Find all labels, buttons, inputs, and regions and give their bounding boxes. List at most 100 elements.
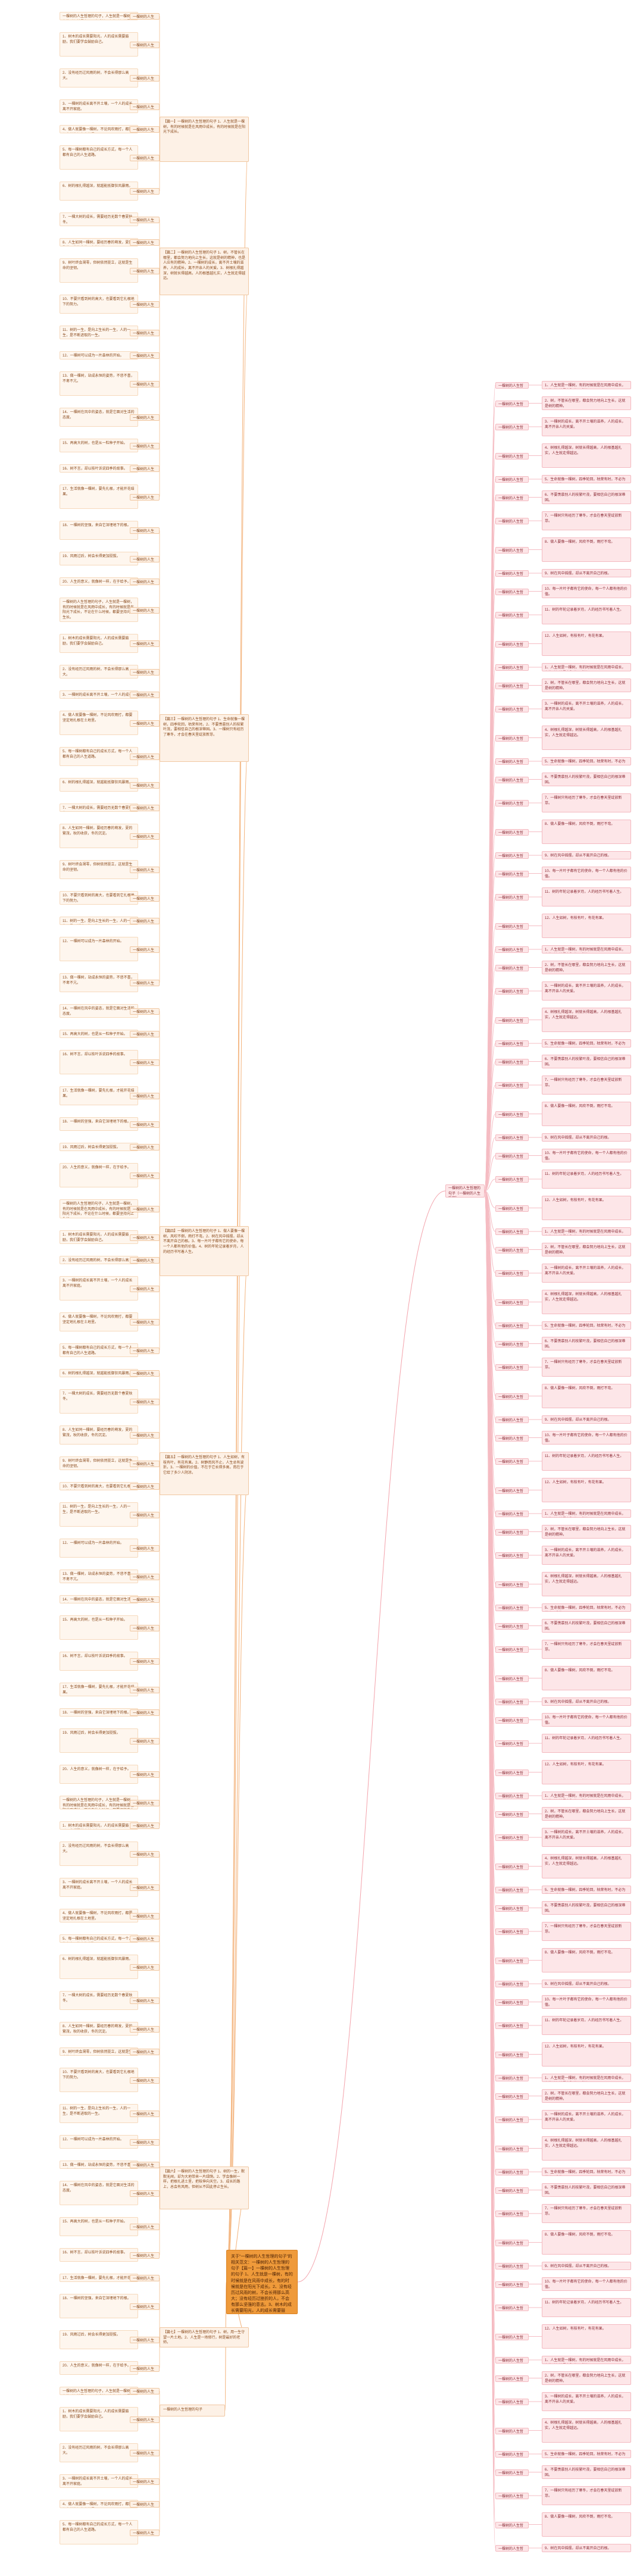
leaf-item-right[interactable]: 11、树的年轮记录着岁月，人的经历书写着人生。 bbox=[542, 605, 631, 624]
leaf-item-right[interactable]: 11、树的年轮记录着岁月，人的经历书写着人生。 bbox=[542, 2298, 631, 2317]
leaf-item-right[interactable]: 6、不要羡慕别人的枝繁叶茂，要相信自己的根深蒂固。 bbox=[542, 2183, 631, 2197]
leaf-tag[interactable]: 一棵树的人生哲理的句子 bbox=[130, 1884, 160, 1891]
leaf-tag-right[interactable]: 一棵树的人生哲理的句子 bbox=[495, 1228, 529, 1235]
leaf-tag-right[interactable]: 一棵树的人生哲理的句子 bbox=[495, 964, 529, 971]
leaf-tag-right[interactable]: 一棵树的人生哲理的句子 bbox=[495, 1811, 529, 1818]
leaf-tag-right[interactable]: 一棵树的人生哲理的句子 bbox=[495, 1675, 529, 1682]
leaf-item-right[interactable]: 2、树，不管长在哪里，都会努力地向上生长，这就是树的精神。 bbox=[542, 679, 631, 692]
leaf-tag-right[interactable]: 一棵树的人生哲理的句子 bbox=[495, 382, 529, 389]
leaf-tag[interactable]: 一棵树的人生哲理的句子 bbox=[130, 1059, 160, 1066]
leaf-item[interactable]: 6、树的根扎得越深，就越能抵御狂风暴雨。 bbox=[60, 182, 138, 201]
leaf-item[interactable]: 10、不要只看到树的高大，也要看到它扎根地下的努力。 bbox=[60, 2068, 138, 2092]
leaf-item-right[interactable]: 2、树，不管长在哪里，都会努力地向上生长，这就是树的精神。 bbox=[542, 396, 631, 410]
leaf-tag[interactable]: 一棵树的人生哲理的句子 bbox=[130, 1658, 160, 1665]
leaf-item[interactable]: 20、人生的意义，就像树一样，在于给予。 bbox=[60, 1163, 138, 1187]
leaf-item[interactable]: 16、树不言，却以枝叶诉说四季的故事。 bbox=[60, 464, 138, 473]
leaf-item[interactable]: 2、没有经历过风雨的树，不会长得那么高大。 bbox=[60, 2443, 138, 2462]
leaf-tag-right[interactable]: 一棵树的人生哲理的句子 bbox=[495, 1999, 529, 2006]
leaf-tag-right[interactable]: 一棵树的人生哲理的句子 bbox=[495, 2145, 529, 2152]
leaf-tag[interactable]: 一棵树的人生哲理的句子 bbox=[130, 754, 160, 760]
leaf-item[interactable]: 8、人生如同一棵树，要经历春的萌发，夏的繁茂，秋的收获，冬的沉淀。 bbox=[60, 824, 138, 848]
leaf-item[interactable]: 12、一棵树可以成为一片森林的开始。 bbox=[60, 351, 138, 359]
leaf-tag-right[interactable]: 一棵树的人生哲理的句子 bbox=[495, 1717, 529, 1724]
leaf-tag-right[interactable]: 一棵树的人生哲理的句子 bbox=[495, 2357, 529, 2364]
leaf-item[interactable]: 7、一棵大树的成长，需要经历无数个春夏秋冬。 bbox=[60, 804, 138, 812]
leaf-item-right[interactable]: 3、一棵树的成长，离不开土壤的滋养，人的成长，离不开亲人的关爱。 bbox=[542, 2110, 631, 2129]
leaf-item-right[interactable]: 12、人生如树，有枝有叶，有花有果。 bbox=[542, 2042, 631, 2067]
leaf-item-right[interactable]: 6、不要羡慕别人的枝繁叶茂，要相信自己的根深蒂固。 bbox=[542, 773, 631, 786]
leaf-tag[interactable]: 一棵树的人生哲理的句子 bbox=[130, 946, 160, 953]
leaf-tag-right[interactable]: 一棵树的人生哲理的句子 bbox=[495, 2075, 529, 2081]
leaf-item-right[interactable]: 8、做人要像一棵树，风吹不倒，雨打不弯。 bbox=[542, 1102, 631, 1126]
leaf-tag-right[interactable]: 一棵树的人生哲理的句子 bbox=[495, 1246, 529, 1253]
leaf-item-right[interactable]: 2、树，不管长在哪里，都会努力地向上生长，这就是树的精神。 bbox=[542, 961, 631, 974]
leaf-tag[interactable]: 一棵树的人生哲理的句子 bbox=[130, 154, 160, 161]
leaf-tag-right[interactable]: 一棵树的人生哲理的句子 bbox=[495, 2187, 529, 2194]
leaf-tag-right[interactable]: 一棵树的人生哲理的句子 bbox=[495, 1887, 529, 1893]
leaf-item-right[interactable]: 4、树根扎得越深，树就长得越高，人的根基越扎实，人生就走得越远。 bbox=[542, 1854, 631, 1878]
leaf-tag-right[interactable]: 一棵树的人生哲理的句子 bbox=[495, 1176, 529, 1183]
leaf-item-right[interactable]: 1、人生就是一棵树，有的时候就是在风雨中成长，有的时候就是在阳光下成长。 bbox=[542, 1509, 631, 1518]
leaf-item-right[interactable]: 9、树在风中摇摆，却从不离开自己的根。 bbox=[542, 1697, 631, 1706]
leaf-tag[interactable]: 一棵树的人生哲理的句子 bbox=[130, 2501, 160, 2508]
leaf-tag-right[interactable]: 一棵树的人生哲理的句子 bbox=[495, 776, 529, 783]
leaf-item[interactable]: 17、生活就像一棵树，要先扎根，才能开花结果。 bbox=[60, 1683, 138, 1696]
leaf-item-right[interactable]: 2、树，不管长在哪里，都会努力地向上生长，这就是树的精神。 bbox=[542, 1243, 631, 1256]
branch-node[interactable]: 【篇二】一棵树的人生哲理的句子 1、树，不管长在哪里，都会努力地向上生长，这就是… bbox=[160, 248, 249, 295]
leaf-tag[interactable]: 一棵树的人生哲理的句子 bbox=[130, 805, 160, 811]
leaf-item-right[interactable]: 1、人生就是一棵树，有的时候就是在风雨中成长，有的时候就是在阳光下成长。 bbox=[542, 381, 631, 389]
leaf-tag-right[interactable]: 一棵树的人生哲理的句子 bbox=[495, 2399, 529, 2405]
leaf-tag-right[interactable]: 一棵树的人生哲理的句子 bbox=[495, 518, 529, 524]
leaf-tag-right[interactable]: 一棵树的人生哲理的句子 bbox=[495, 1511, 529, 1517]
leaf-tag[interactable]: 一棵树的人生哲理的句子 bbox=[130, 1121, 160, 1128]
leaf-item-right[interactable]: 6、不要羡慕别人的枝繁叶茂，要相信自己的根深蒂固。 bbox=[542, 1619, 631, 1633]
leaf-item[interactable]: 13、做一棵树，站成永恒的姿势，不悲不喜，不卑不亢。 bbox=[60, 2161, 138, 2169]
leaf-item-right[interactable]: 11、树的年轮记录着岁月，人的经历书写着人生。 bbox=[542, 1734, 631, 1753]
leaf-item-right[interactable]: 12、人生如树，有枝有叶，有花有果。 bbox=[542, 2324, 631, 2349]
leaf-item-right[interactable]: 3、一棵树的成长，离不开土壤的滋养，人的成长，离不开亲人的关爱。 bbox=[542, 1828, 631, 1847]
leaf-item-right[interactable]: 2、树，不管长在哪里，都会努力地向上生长，这就是树的精神。 bbox=[542, 1525, 631, 1539]
branch-node[interactable]: 【篇四】一棵树的人生哲理的句子 1、做人要像一棵树，风吹不倒，雨打不弯。2、树在… bbox=[160, 1226, 249, 1276]
leaf-item[interactable]: 4、做人就要像一棵树，不论风吹雨打，都要坚定地扎根在土地里。 bbox=[60, 2500, 138, 2508]
leaf-item-right[interactable]: 10、每一片叶子都有它的使命，每一个人都有他的价值。 bbox=[542, 1995, 631, 2009]
leaf-tag-right[interactable]: 一棵树的人生哲理的句子 bbox=[495, 476, 529, 483]
leaf-item[interactable]: 16、树不言，却以枝叶诉说四季的故事。 bbox=[60, 1050, 138, 1074]
leaf-tag[interactable]: 一棵树的人生哲理的句子 bbox=[130, 527, 160, 534]
leaf-tag-right[interactable]: 一棵树的人生哲理的句子 bbox=[495, 1434, 529, 1442]
leaf-item[interactable]: 18、一棵树的坚强，来自它深埋地下的根。 bbox=[60, 1117, 138, 1131]
leaf-item[interactable]: 9、树叶终会凋零，但树依然挺立，这就是生命的坚韧。 bbox=[60, 860, 138, 879]
leaf-tag-right[interactable]: 一棵树的人生哲理的句子 bbox=[495, 588, 529, 595]
leaf-tag-right[interactable]: 一棵树的人生哲理的句子 bbox=[495, 1393, 529, 1400]
leaf-tag-right[interactable]: 一棵树的人生哲理的句子 bbox=[495, 2263, 529, 2269]
leaf-item-right[interactable]: 12、人生如树，有枝有叶，有花有果。 bbox=[542, 1760, 631, 1784]
leaf-item-right[interactable]: 12、人生如树，有枝有叶，有花有果。 bbox=[542, 1478, 631, 1502]
leaf-tag-right[interactable]: 一棵树的人生哲理的句子 bbox=[495, 1299, 529, 1306]
leaf-tag[interactable]: 一棵树的人生哲理的句子 bbox=[130, 188, 160, 195]
leaf-tag[interactable]: 一棵树的人生哲理的句子 bbox=[130, 465, 160, 472]
leaf-item-right[interactable]: 9、树在风中摇摆，却从不离开自己的根。 bbox=[542, 569, 631, 577]
leaf-tag[interactable]: 一棵树的人生哲理的句子 bbox=[130, 1093, 160, 1099]
leaf-tag-right[interactable]: 一棵树的人生哲理的句子 bbox=[495, 570, 529, 577]
leaf-item[interactable]: 14、一棵树在风中的姿态，就是它面对生活的态度。 bbox=[60, 1004, 138, 1018]
leaf-item-right[interactable]: 8、做人要像一棵树，风吹不倒，雨打不弯。 bbox=[542, 2230, 631, 2255]
leaf-item-right[interactable]: 10、每一片叶子都有它的使命，每一个人都有他的价值。 bbox=[542, 1713, 631, 1727]
leaf-tag-right[interactable]: 一棵树的人生哲理的句子 bbox=[495, 1581, 529, 1588]
leaf-item[interactable]: 一棵树的人生哲理的句子，人生就是一棵树，有的时候就是在风雨中成长，有的时候就是在… bbox=[60, 2387, 138, 2395]
leaf-tag-right[interactable]: 一棵树的人生哲理的句子 bbox=[495, 988, 529, 995]
leaf-item-right[interactable]: 7、一棵树只有经历了寒冬，才会在春天里绽放新芽。 bbox=[542, 2486, 631, 2505]
leaf-tag[interactable]: 一棵树的人生哲理的句子 bbox=[130, 1912, 160, 1920]
leaf-item[interactable]: 8、人生如同一棵树，要经历春的萌发，夏的繁茂，秋的收获，冬的沉淀。 bbox=[60, 238, 138, 246]
leaf-item-right[interactable]: 7、一棵树只有经历了寒冬，才会在春天里绽放新芽。 bbox=[542, 2204, 631, 2223]
leaf-tag[interactable]: 一棵树的人生哲理的句子 bbox=[130, 1206, 160, 1212]
leaf-item[interactable]: 13、做一棵树，站成永恒的姿势，不悲不喜，不卑不亢。 bbox=[60, 973, 138, 992]
leaf-tag[interactable]: 一棵树的人生哲理的句子 bbox=[130, 1483, 160, 1490]
leaf-item-right[interactable]: 5、生命就像一棵树，四季轮回，枯荣有时，不必为落叶而悲伤。 bbox=[542, 757, 631, 765]
leaf-item[interactable]: 14、一棵树在风中的姿态，就是它面对生活的态度。 bbox=[60, 2181, 138, 2205]
leaf-item[interactable]: 2、没有经历过风雨的树，不会长得那么高大。 bbox=[60, 1256, 138, 1264]
leaf-item-right[interactable]: 10、每一片叶子都有它的使命，每一个人都有他的价值。 bbox=[542, 1149, 631, 1162]
leaf-tag-right[interactable]: 一棵树的人生哲理的句子 bbox=[495, 424, 529, 430]
leaf-item-right[interactable]: 10、每一片叶子都有它的使命，每一个人都有他的价值。 bbox=[542, 867, 631, 880]
leaf-tag[interactable]: 一棵树的人生哲理的句子 bbox=[130, 1936, 160, 1942]
root-node[interactable]: 关于“一棵树的人生哲理的句子”的相关范文：一棵树的人生哲理的句子【篇一】一棵树的… bbox=[226, 2250, 298, 2314]
leaf-tag-right[interactable]: 一棵树的人生哲理的句子 bbox=[495, 2305, 529, 2311]
